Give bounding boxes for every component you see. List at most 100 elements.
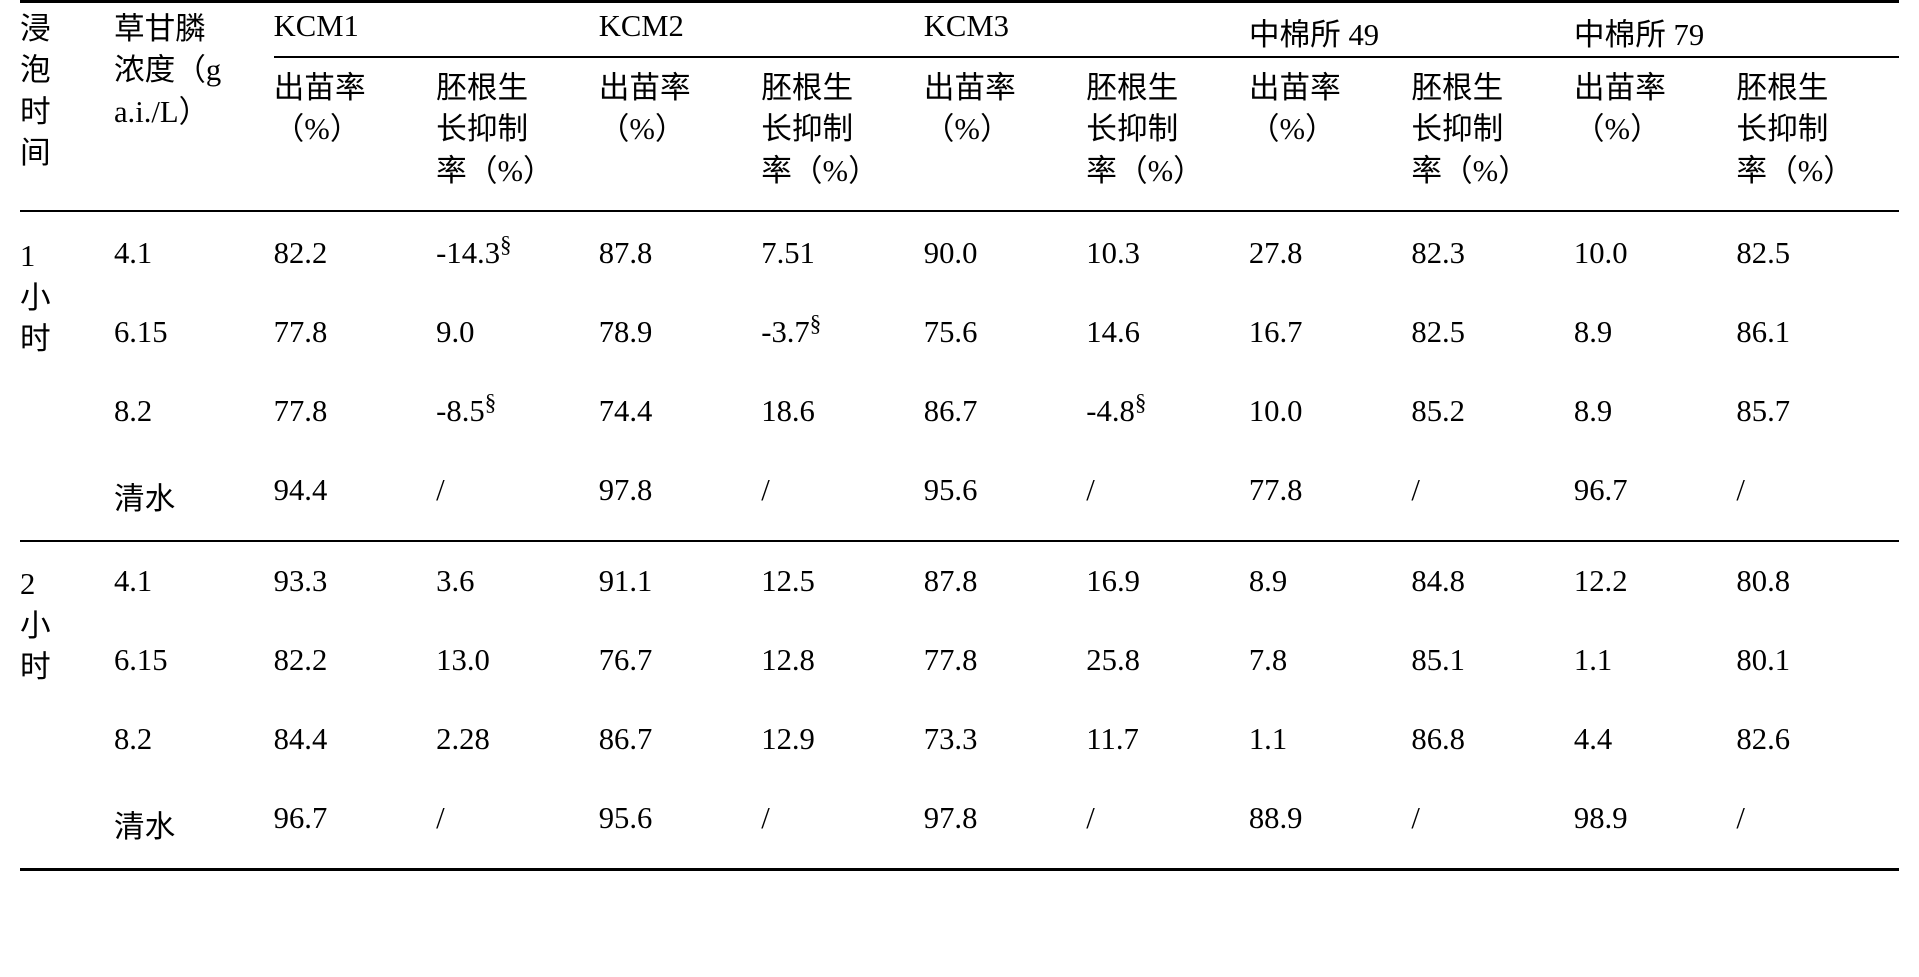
inhibition-cell: / [761,779,924,870]
emergence-cell: 8.9 [1249,541,1412,621]
concentration-cell: 8.2 [114,700,274,779]
inhibition-cell: 9.0 [436,293,599,372]
col-group-2: KCM3 [924,2,1249,58]
inhibition-cell: 12.8 [761,621,924,700]
emergence-cell: 77.8 [274,293,437,372]
col-group-4: 中棉所 79 [1574,2,1899,58]
emergence-cell: 90.0 [924,211,1087,293]
concentration-cell: 4.1 [114,211,274,293]
inhibition-cell: -3.7§ [761,293,924,372]
inhibition-cell: 25.8 [1086,621,1249,700]
col-sub-emergence: 出苗率（%） [924,57,1087,211]
emergence-cell: 8.9 [1574,372,1737,451]
emergence-cell: 82.2 [274,621,437,700]
inhibition-cell: / [761,451,924,541]
col-sub-emergence: 出苗率（%） [599,57,762,211]
inhibition-cell: 80.8 [1736,541,1899,621]
emergence-cell: 87.8 [599,211,762,293]
col-sub-inhibition: 胚根生长抑制率（%） [1086,57,1249,211]
table-row: 2小时4.193.33.691.112.587.816.98.984.812.2… [20,541,1899,621]
col-sub-emergence: 出苗率（%） [1574,57,1737,211]
emergence-cell: 91.1 [599,541,762,621]
table-row: 8.277.8-8.5§74.418.686.7-4.8§10.085.28.9… [20,372,1899,451]
col-sub-inhibition: 胚根生长抑制率（%） [1411,57,1574,211]
inhibition-cell: 82.3 [1411,211,1574,293]
emergence-cell: 95.6 [599,779,762,870]
col-group-1: KCM2 [599,2,924,58]
data-table: 浸泡时间 草甘膦浓度（ga.i./L） KCM1 KCM2 KCM3 中棉所 4… [20,0,1899,871]
emergence-cell: 75.6 [924,293,1087,372]
col-sub-emergence: 出苗率（%） [1249,57,1412,211]
concentration-cell: 6.15 [114,293,274,372]
emergence-cell: 97.8 [924,779,1087,870]
emergence-cell: 77.8 [1249,451,1412,541]
inhibition-cell: 12.9 [761,700,924,779]
inhibition-cell: / [1411,779,1574,870]
emergence-cell: 98.9 [1574,779,1737,870]
inhibition-cell: 14.6 [1086,293,1249,372]
table-row: 6.1577.89.078.9-3.7§75.614.616.782.58.98… [20,293,1899,372]
concentration-cell: 清水 [114,451,274,541]
emergence-cell: 12.2 [1574,541,1737,621]
inhibition-cell: 86.1 [1736,293,1899,372]
emergence-cell: 16.7 [1249,293,1412,372]
soak-time-cell: 1小时 [20,211,114,541]
emergence-cell: 94.4 [274,451,437,541]
emergence-cell: 88.9 [1249,779,1412,870]
inhibition-cell: 2.28 [436,700,599,779]
emergence-cell: 10.0 [1574,211,1737,293]
table-row: 清水96.7/95.6/97.8/88.9/98.9/ [20,779,1899,870]
inhibition-cell: / [1411,451,1574,541]
concentration-cell: 4.1 [114,541,274,621]
inhibition-cell: 82.5 [1736,211,1899,293]
table-head: 浸泡时间 草甘膦浓度（ga.i./L） KCM1 KCM2 KCM3 中棉所 4… [20,2,1899,212]
emergence-cell: 8.9 [1574,293,1737,372]
inhibition-cell: 13.0 [436,621,599,700]
emergence-cell: 76.7 [599,621,762,700]
emergence-cell: 77.8 [274,372,437,451]
inhibition-cell: / [1736,779,1899,870]
soak-time-cell: 2小时 [20,541,114,870]
table-row: 6.1582.213.076.712.877.825.87.885.11.180… [20,621,1899,700]
emergence-cell: 1.1 [1249,700,1412,779]
inhibition-cell: / [1086,779,1249,870]
emergence-cell: 1.1 [1574,621,1737,700]
inhibition-cell: 82.6 [1736,700,1899,779]
inhibition-cell: 80.1 [1736,621,1899,700]
emergence-cell: 96.7 [1574,451,1737,541]
emergence-cell: 78.9 [599,293,762,372]
table-body: 1小时4.182.2-14.3§87.87.5190.010.327.882.3… [20,211,1899,870]
emergence-cell: 87.8 [924,541,1087,621]
inhibition-cell: / [436,779,599,870]
concentration-cell: 8.2 [114,372,274,451]
emergence-cell: 95.6 [924,451,1087,541]
table-row: 1小时4.182.2-14.3§87.87.5190.010.327.882.3… [20,211,1899,293]
inhibition-cell: 16.9 [1086,541,1249,621]
inhibition-cell: 86.8 [1411,700,1574,779]
inhibition-cell: 12.5 [761,541,924,621]
col-sub-inhibition: 胚根生长抑制率（%） [1736,57,1899,211]
inhibition-cell: 85.7 [1736,372,1899,451]
col-header-soak-time: 浸泡时间 [20,2,114,212]
emergence-cell: 7.8 [1249,621,1412,700]
inhibition-cell: 18.6 [761,372,924,451]
col-sub-emergence: 出苗率（%） [274,57,437,211]
inhibition-cell: 82.5 [1411,293,1574,372]
emergence-cell: 86.7 [924,372,1087,451]
col-sub-inhibition: 胚根生长抑制率（%） [436,57,599,211]
table-row: 清水94.4/97.8/95.6/77.8/96.7/ [20,451,1899,541]
inhibition-cell: 10.3 [1086,211,1249,293]
emergence-cell: 93.3 [274,541,437,621]
emergence-cell: 77.8 [924,621,1087,700]
col-group-0: KCM1 [274,2,599,58]
inhibition-cell: -4.8§ [1086,372,1249,451]
inhibition-cell: 85.2 [1411,372,1574,451]
emergence-cell: 10.0 [1249,372,1412,451]
inhibition-cell: 85.1 [1411,621,1574,700]
inhibition-cell: -14.3§ [436,211,599,293]
emergence-cell: 82.2 [274,211,437,293]
inhibition-cell: 84.8 [1411,541,1574,621]
inhibition-cell: 11.7 [1086,700,1249,779]
col-header-concentration: 草甘膦浓度（ga.i./L） [114,2,274,212]
emergence-cell: 27.8 [1249,211,1412,293]
